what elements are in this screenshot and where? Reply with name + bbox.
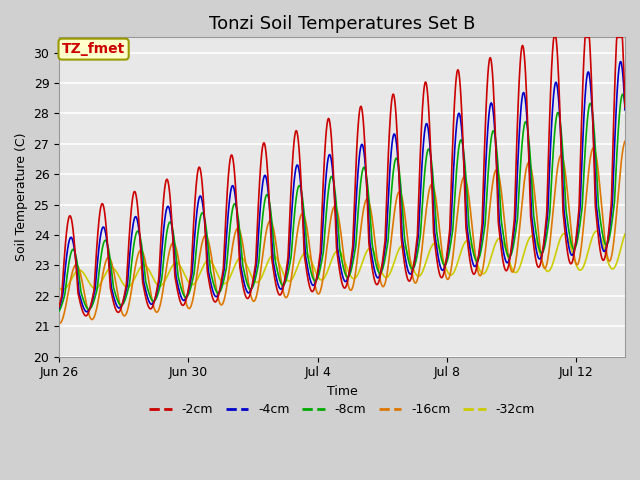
- Text: TZ_fmet: TZ_fmet: [62, 42, 125, 56]
- Legend: -2cm, -4cm, -8cm, -16cm, -32cm: -2cm, -4cm, -8cm, -16cm, -32cm: [144, 398, 540, 421]
- Title: Tonzi Soil Temperatures Set B: Tonzi Soil Temperatures Set B: [209, 15, 476, 33]
- Y-axis label: Soil Temperature (C): Soil Temperature (C): [15, 133, 28, 261]
- X-axis label: Time: Time: [326, 385, 358, 398]
